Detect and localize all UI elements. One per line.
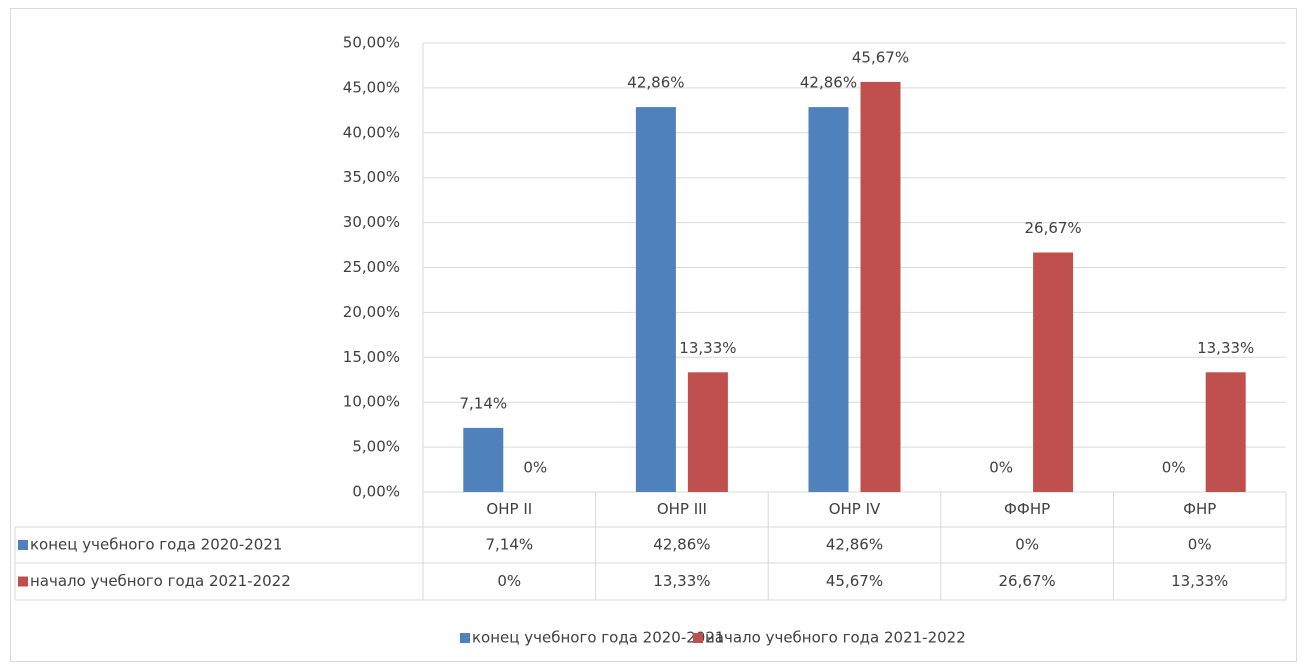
legend-label: конец учебного года 2020-2021 <box>472 629 724 647</box>
y-tick-label: 5,00% <box>352 438 400 456</box>
legend-key <box>460 633 470 643</box>
y-tick-label: 40,00% <box>343 123 400 141</box>
table-cell: 0% <box>497 572 521 590</box>
x-tick-label: ОНР II <box>486 500 532 518</box>
data-label: 0% <box>989 459 1013 477</box>
data-label: 13,33% <box>1197 339 1254 357</box>
table-cell: 7,14% <box>485 536 533 554</box>
table-cell: 13,33% <box>1171 572 1228 590</box>
y-tick-label: 45,00% <box>343 78 400 96</box>
data-label: 26,67% <box>1024 219 1081 237</box>
data-label: 45,67% <box>852 48 909 66</box>
legend-label: начало учебного года 2021-2022 <box>705 629 966 647</box>
data-label: 42,86% <box>627 74 684 92</box>
data-label: 7,14% <box>459 394 507 412</box>
y-tick-label: 15,00% <box>343 348 400 366</box>
data-label: 42,86% <box>800 74 857 92</box>
table-cell: 13,33% <box>653 572 710 590</box>
data-label: 0% <box>1162 459 1186 477</box>
data-label: 13,33% <box>679 339 736 357</box>
bar <box>860 81 901 493</box>
y-tick-label: 20,00% <box>343 303 400 321</box>
x-tick-label: ОНР III <box>657 500 707 518</box>
bar <box>808 107 849 493</box>
table-legend-key <box>18 576 28 587</box>
legend-key <box>693 633 703 643</box>
table-cell: 0% <box>1015 536 1039 554</box>
y-tick-label: 35,00% <box>343 168 400 186</box>
bar <box>463 427 504 492</box>
y-tick-label: 25,00% <box>343 258 400 276</box>
table-series-name: конец учебного года 2020-2021 <box>30 536 282 554</box>
table-cell: 42,86% <box>653 536 710 554</box>
table-cell: 0% <box>1188 536 1212 554</box>
bar <box>1033 252 1074 492</box>
x-tick-label: ФФНР <box>1004 500 1050 518</box>
table-cell: 42,86% <box>826 536 883 554</box>
y-tick-label: 0,00% <box>352 483 400 501</box>
bar <box>1205 372 1246 492</box>
table-legend-key <box>18 540 28 550</box>
data-label: 0% <box>523 459 547 477</box>
bar <box>635 107 676 493</box>
bar <box>687 372 728 492</box>
table-series-name: начало учебного года 2021-2022 <box>30 572 291 590</box>
y-tick-label: 10,00% <box>343 393 400 411</box>
x-tick-label: ОНР IV <box>829 500 881 518</box>
table-cell: 45,67% <box>826 572 883 590</box>
x-tick-label: ФНР <box>1183 500 1216 518</box>
table-cell: 26,67% <box>998 572 1055 590</box>
y-tick-label: 30,00% <box>343 213 400 231</box>
y-tick-label: 50,00% <box>343 34 400 52</box>
